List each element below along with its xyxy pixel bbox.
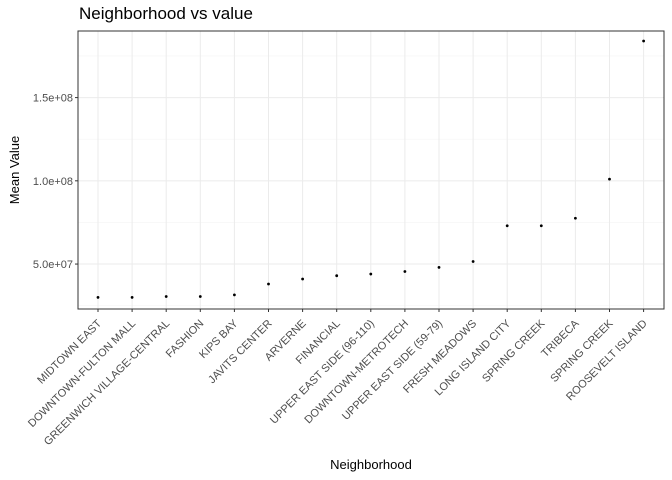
data-point <box>505 224 509 228</box>
y-tick-label: 5.0e+07 <box>33 259 73 271</box>
data-point <box>539 224 543 228</box>
data-point <box>301 277 304 281</box>
data-point <box>574 216 577 220</box>
x-tick-label: MIDTOWN EAST <box>35 317 104 386</box>
x-tick-label: JAVITS CENTER <box>206 318 274 386</box>
data-point <box>130 295 134 299</box>
x-tick-label: GREENWICH VILLAGE-CENTRAL <box>42 318 172 448</box>
y-tick-label: 1.0e+08 <box>33 176 73 188</box>
x-axis-title: Neighborhood <box>330 457 412 472</box>
data-point <box>164 295 168 298</box>
data-point <box>267 282 270 286</box>
chart-title: Neighborhood vs value <box>79 4 253 23</box>
data-point <box>403 270 407 273</box>
data-point <box>335 274 339 278</box>
data-points <box>96 39 645 299</box>
x-tick-label: SPRING CREEK <box>548 317 616 385</box>
data-point <box>471 260 475 263</box>
data-point <box>233 293 236 297</box>
y-tick-label: 1.5e+08 <box>33 93 73 105</box>
major-gridlines <box>78 31 664 309</box>
data-point <box>96 295 100 299</box>
data-point <box>198 295 202 298</box>
data-point <box>437 265 441 269</box>
y-axis-title: Mean Value <box>7 136 22 204</box>
x-tick-label: SPRING CREEK <box>480 317 548 385</box>
data-point <box>608 177 611 181</box>
y-axis: 5.0e+07 1.0e+08 1.5e+08 <box>33 93 78 271</box>
data-point <box>642 39 645 43</box>
data-point <box>369 272 373 276</box>
